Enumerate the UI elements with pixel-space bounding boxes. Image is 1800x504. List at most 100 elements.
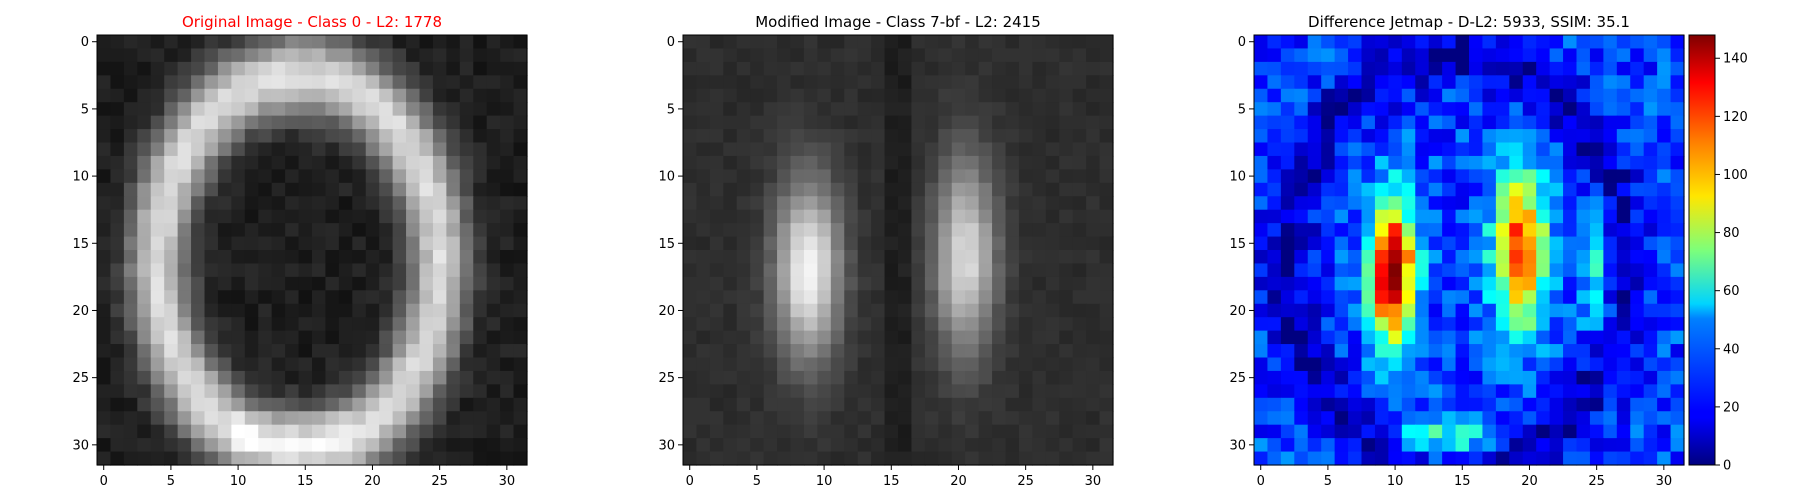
heatmap-cell [777,250,792,265]
heatmap-cell [763,370,778,385]
heatmap-cell [1482,424,1497,439]
heatmap-cell [1589,424,1604,439]
heatmap-cell [844,129,859,144]
heatmap-cell [992,129,1007,144]
heatmap-cell [244,397,259,412]
heatmap-cell [1018,451,1033,466]
heatmap-cell [338,155,353,170]
heatmap-cell [1334,411,1349,426]
heatmap-cell [965,142,980,157]
heatmap-cell [231,451,246,466]
heatmap-cell [763,169,778,184]
heatmap-cell [1589,357,1604,372]
heatmap-cell [110,411,125,426]
heatmap-cell [696,35,711,50]
heatmap-cell [1045,330,1060,345]
heatmap-cell [500,88,515,103]
heatmap-cell [1589,75,1604,90]
heatmap-cell [231,129,246,144]
heatmap-cell [1099,223,1114,238]
heatmap-cell [1005,303,1020,318]
heatmap-cell [500,75,515,90]
heatmap-cell [1018,182,1033,197]
y-tick-label: 30 [658,438,675,453]
heatmap-cell [992,236,1007,251]
heatmap-cell [1670,344,1685,359]
heatmap-cell [513,61,528,76]
heatmap-cell [365,438,380,453]
heatmap-cell [446,330,461,345]
heatmap-cell [992,411,1007,426]
heatmap-cell [736,102,751,117]
heatmap-cell [1576,357,1591,372]
heatmap-cell [271,330,286,345]
heatmap-cell [1254,102,1269,117]
heatmap-cell [500,209,515,224]
heatmap-cell [1334,48,1349,63]
heatmap-cell [1086,303,1101,318]
heatmap-cell [1482,317,1497,332]
heatmap-cell [1657,142,1672,157]
heatmap-cell [1549,182,1564,197]
heatmap-cell [1059,411,1074,426]
heatmap-cell [123,196,138,211]
heatmap-cell [1059,357,1074,372]
heatmap-cell [777,276,792,291]
heatmap-cell [217,209,232,224]
heatmap-cell [1099,155,1114,170]
heatmap-cell [1032,182,1047,197]
panel-modified: Modified Image - Class 7-bf - L2: 2415 0… [658,13,1114,489]
heatmap-cell [723,370,738,385]
heatmap-cell [723,384,738,399]
heatmap-cell [285,397,300,412]
heatmap-cell [683,35,698,50]
heatmap-cell [790,88,805,103]
heatmap-cell [164,357,179,372]
heatmap-cell [97,169,112,184]
heatmap-cell [365,317,380,332]
heatmap-cell [446,223,461,238]
heatmap-cell [1334,223,1349,238]
heatmap-cell [1045,263,1060,278]
heatmap-cell [432,250,447,265]
heatmap-cell [844,236,859,251]
heatmap-cell [1509,384,1524,399]
heatmap-cell [696,397,711,412]
heatmap-cell [951,88,966,103]
heatmap-cell [258,250,273,265]
heatmap-cell [763,115,778,130]
heatmap-cell [1361,223,1376,238]
heatmap-cell [790,263,805,278]
heatmap-cell [1294,357,1309,372]
heatmap-cell [1280,370,1295,385]
heatmap-cell [271,35,286,50]
heatmap-cell [884,236,899,251]
heatmap-cell [1630,344,1645,359]
heatmap-cell [1005,88,1020,103]
heatmap-cell [1361,290,1376,305]
heatmap-cell [1509,169,1524,184]
heatmap-cell [1361,330,1376,345]
heatmap-cell [137,317,152,332]
heatmap-cell [231,330,246,345]
heatmap-cell [1254,438,1269,453]
heatmap-cell [1267,451,1282,466]
heatmap-cell [1294,223,1309,238]
heatmap-cell [406,370,421,385]
heatmap-cell [1549,357,1564,372]
heatmap-cell [432,424,447,439]
heatmap-cell [1442,451,1457,466]
heatmap-cell [1374,290,1389,305]
heatmap-cell [830,155,845,170]
heatmap-cell [1657,129,1672,144]
heatmap-cell [1374,263,1389,278]
heatmap-cell [500,317,515,332]
heatmap-cell [884,142,899,157]
heatmap-cell [325,196,340,211]
heatmap-cell [298,196,313,211]
heatmap-cell [1616,303,1631,318]
heatmap-cell [1059,88,1074,103]
heatmap-cell [97,276,112,291]
heatmap-cell [1005,182,1020,197]
heatmap-cell [1428,424,1443,439]
